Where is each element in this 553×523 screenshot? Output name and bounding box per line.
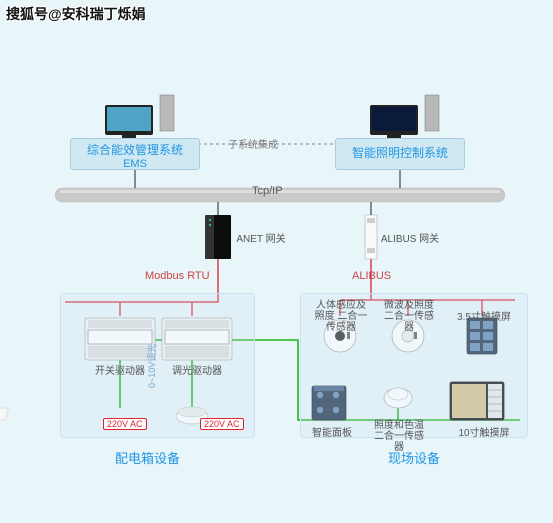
dist-box-section (60, 293, 255, 438)
pir-label: 人体感应及照度 二合一传感器 (312, 300, 370, 333)
subsystem-label: 子系统集成 (228, 136, 278, 151)
voltage-2: 220V AC (200, 418, 244, 430)
diagram-svg: 0~10V调光 (0, 0, 553, 523)
ems-sub: EMS (71, 158, 199, 170)
touch10-label: 10寸触摸屏 (456, 424, 512, 439)
voltage-1: 220V AC (103, 418, 147, 430)
mw-label: 微波及照度 二合一传感器 (380, 300, 438, 333)
alibus-gw-label: ALIBUS 网关 (380, 230, 440, 245)
alibus-label: ALIBUS (352, 270, 391, 282)
ems-title: 综合能效管理系统 (71, 141, 199, 158)
watermark: 搜狐号@安科瑞丁烁娟 (6, 4, 146, 24)
modbus-label: Modbus RTU (145, 270, 210, 282)
light-box: 智能照明控制系统 (335, 138, 465, 170)
illum-label: 照度和色温 二合一传感器 (370, 420, 428, 453)
anet-label: ANET 网关 (236, 230, 286, 245)
dimmer-drv-label: 调光驱动器 (172, 362, 222, 377)
ems-box: 综合能效管理系统 EMS (70, 138, 200, 170)
diagram-stage: 搜狐号@安科瑞丁烁娟 (0, 0, 553, 523)
dist-box-title: 配电箱设备 (115, 448, 180, 467)
light-title: 智能照明控制系统 (352, 146, 448, 160)
switch-drv-label: 开关驱动器 (95, 362, 145, 377)
panel-label: 智能面板 (312, 424, 352, 439)
tcpip-label: Tcp/IP (252, 185, 283, 197)
touch35-label: 3.5寸触摸屏 (456, 308, 512, 323)
